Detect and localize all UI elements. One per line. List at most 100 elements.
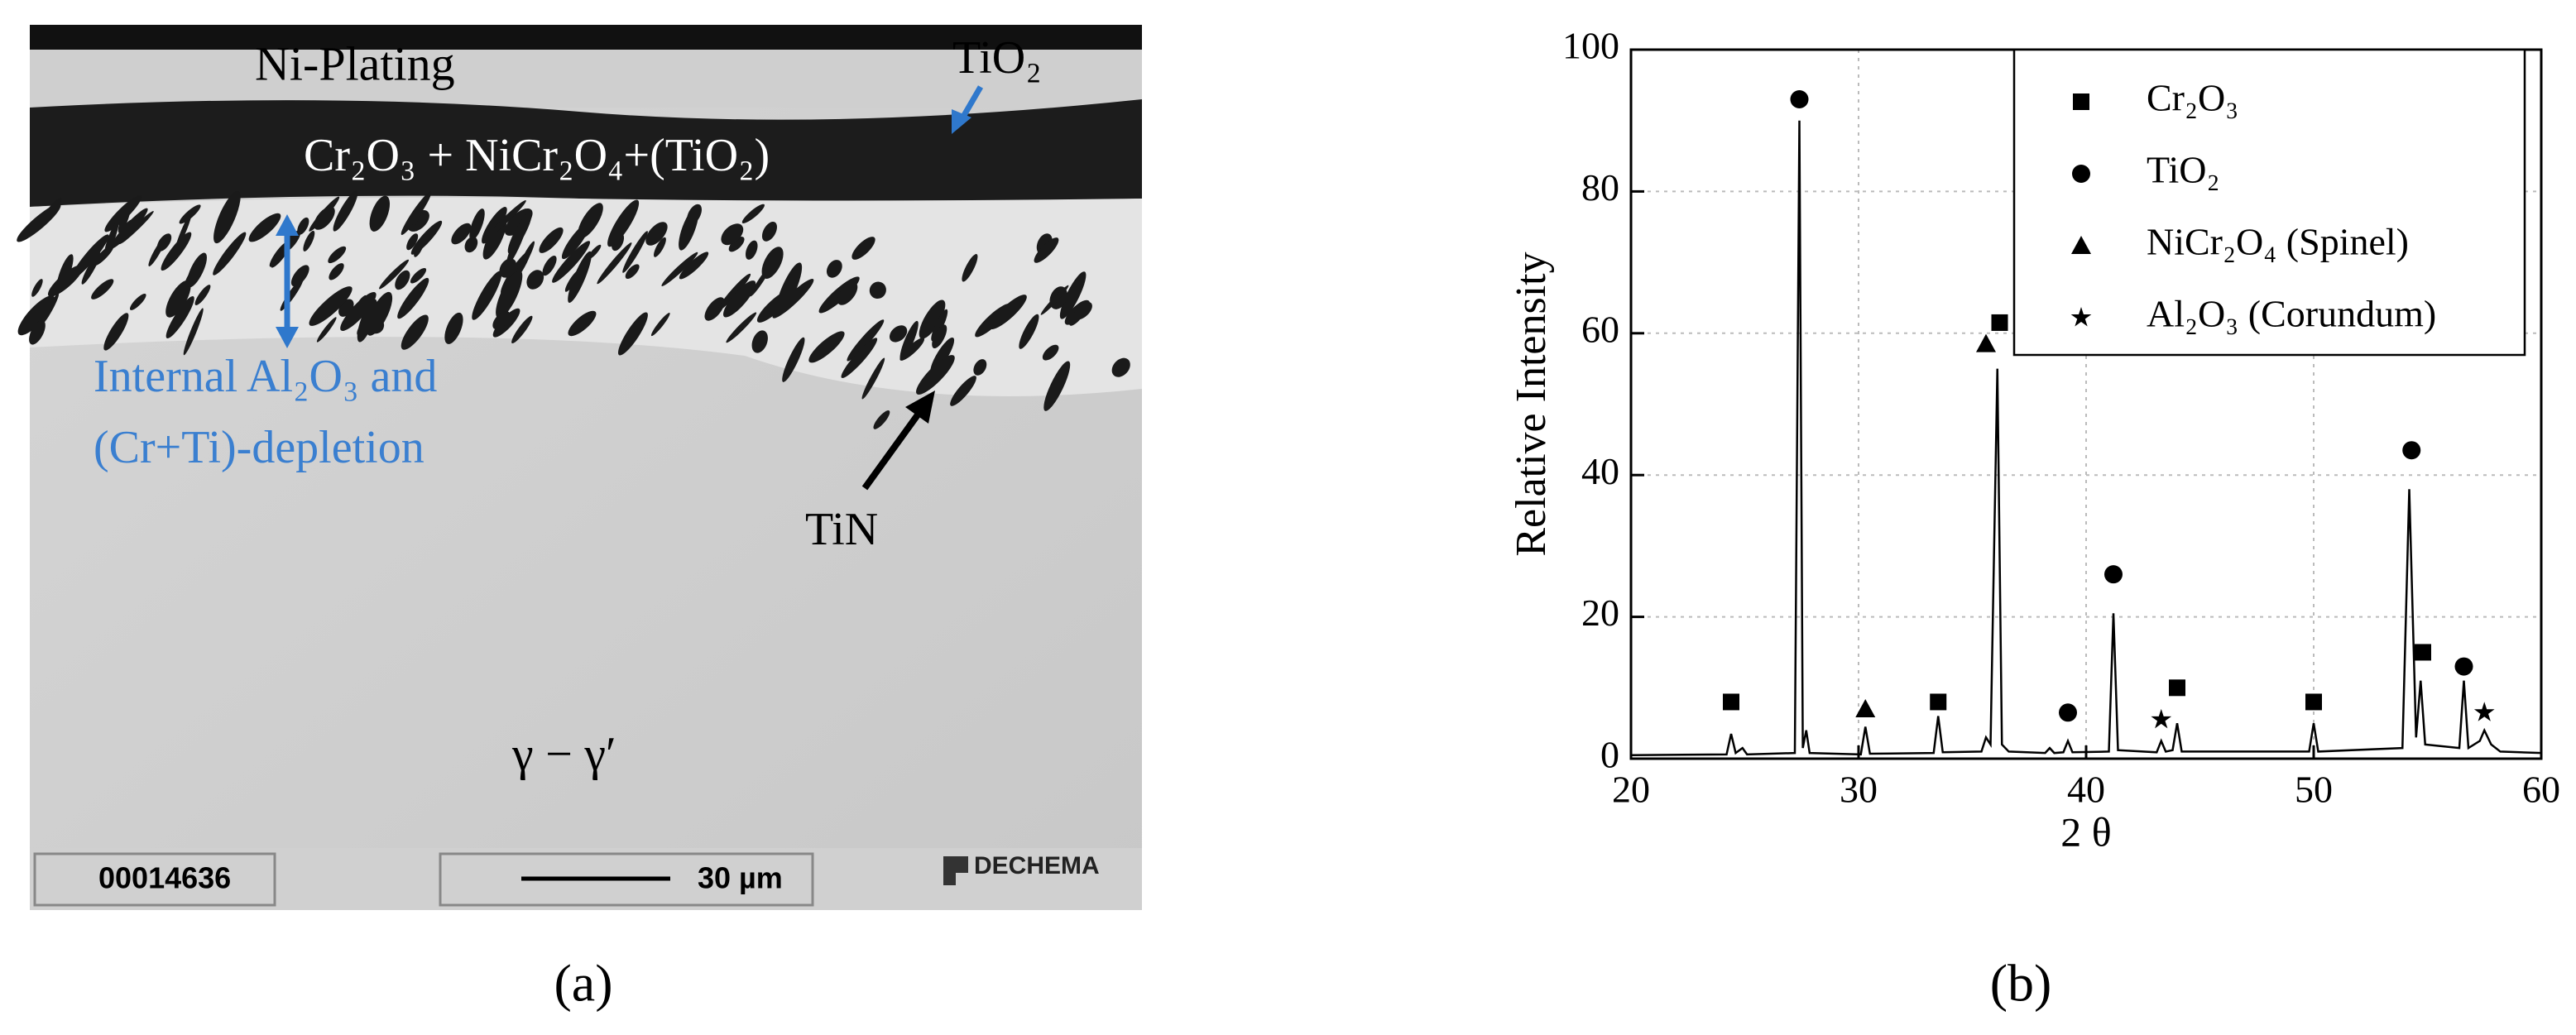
speckle — [415, 211, 428, 232]
speckle — [745, 240, 758, 260]
legend-label: TiO₂ — [2147, 149, 2220, 191]
x-tick-label: 20 — [1612, 769, 1650, 811]
marker — [1930, 693, 1947, 711]
speckle — [661, 252, 698, 286]
speckle — [41, 293, 60, 325]
label: γ − γ′ — [511, 726, 616, 780]
speckle — [751, 330, 768, 353]
speckle — [486, 200, 526, 239]
marker — [1790, 89, 1809, 108]
speckle — [932, 324, 947, 349]
speckle — [622, 231, 648, 273]
legend-marker — [2072, 165, 2090, 183]
speckle — [179, 204, 201, 224]
speckle — [492, 311, 511, 330]
speckle — [451, 223, 472, 245]
caption: (a) — [554, 954, 612, 1013]
speckle — [851, 237, 875, 260]
speckle — [975, 303, 1011, 338]
speckle — [597, 242, 632, 285]
speckle — [526, 270, 544, 290]
speckle — [919, 299, 946, 339]
speckle — [782, 337, 805, 382]
marker — [2151, 708, 2172, 729]
x-tick-label: 30 — [1840, 769, 1878, 811]
marker — [2104, 565, 2123, 584]
legend-marker — [2070, 307, 2092, 327]
speckle — [723, 280, 756, 318]
label: TiO₂ — [952, 32, 1042, 84]
speckle — [369, 195, 391, 232]
speckle — [213, 232, 247, 276]
legend-label: NiCr₂O₄ (Spinel) — [2147, 221, 2409, 263]
speckle — [568, 251, 592, 303]
speckle — [808, 331, 845, 363]
speckle — [679, 252, 709, 280]
speckle — [899, 320, 919, 361]
label: Internal Al₂O₃ and — [94, 351, 437, 402]
y-axis-label: Relative Intensity — [1508, 252, 1555, 556]
speckle — [314, 206, 335, 230]
speckle — [401, 314, 429, 350]
y-tick-label: 20 — [1581, 592, 1619, 634]
speckle — [110, 208, 148, 249]
speckle — [103, 313, 129, 351]
speckle — [309, 286, 353, 326]
y-tick-label: 40 — [1581, 450, 1619, 492]
y-tick-label: 0 — [1600, 734, 1619, 776]
speckle — [837, 282, 858, 305]
marker — [1855, 699, 1876, 718]
speckle — [950, 376, 976, 406]
scale-label: 30 µm — [698, 861, 783, 895]
speckle — [395, 270, 410, 290]
speckle — [750, 266, 771, 297]
speckle — [17, 204, 61, 242]
speckle — [1019, 314, 1039, 349]
speckle — [31, 279, 43, 297]
speckle — [329, 263, 344, 280]
speckle — [861, 357, 885, 400]
speckle — [406, 233, 419, 251]
speckle — [1034, 237, 1059, 263]
legend-box — [2012, 48, 2526, 357]
speckle — [165, 280, 191, 318]
logo: DECHEMA — [974, 852, 1100, 879]
speckle — [841, 338, 878, 378]
speckle — [366, 291, 393, 336]
speckle — [1059, 271, 1087, 319]
speckle — [916, 355, 955, 395]
speckle — [129, 293, 146, 310]
speckle — [186, 252, 207, 288]
x-tick-label: 40 — [2067, 769, 2105, 811]
speckle — [962, 254, 978, 282]
marker — [2059, 703, 2077, 722]
marker — [2454, 657, 2473, 676]
speckle — [539, 227, 564, 253]
x-tick-label: 60 — [2522, 769, 2560, 811]
speckle — [507, 212, 532, 254]
speckle — [1040, 285, 1069, 315]
label: Cr₂O₃ + NiCr₂O₄+(TiO₂) — [304, 130, 770, 181]
x-tick-label: 50 — [2295, 769, 2333, 811]
speckle — [973, 359, 987, 376]
speckle — [511, 315, 533, 344]
speckle — [464, 237, 478, 253]
speckle — [161, 232, 192, 271]
marker — [1723, 693, 1739, 711]
speckle — [889, 325, 908, 343]
speckle — [1043, 361, 1071, 411]
speckle — [561, 223, 590, 260]
speckle — [397, 277, 429, 319]
marker — [2402, 441, 2421, 460]
speckle — [721, 223, 744, 246]
speckle — [81, 252, 101, 285]
speckle — [328, 246, 347, 264]
label: Ni-Plating — [255, 36, 455, 90]
speckle — [29, 319, 46, 345]
speckle — [687, 204, 703, 225]
speckle — [340, 292, 377, 331]
speckle — [290, 265, 309, 287]
speckle — [414, 237, 425, 257]
y-tick-label: 60 — [1581, 308, 1619, 350]
